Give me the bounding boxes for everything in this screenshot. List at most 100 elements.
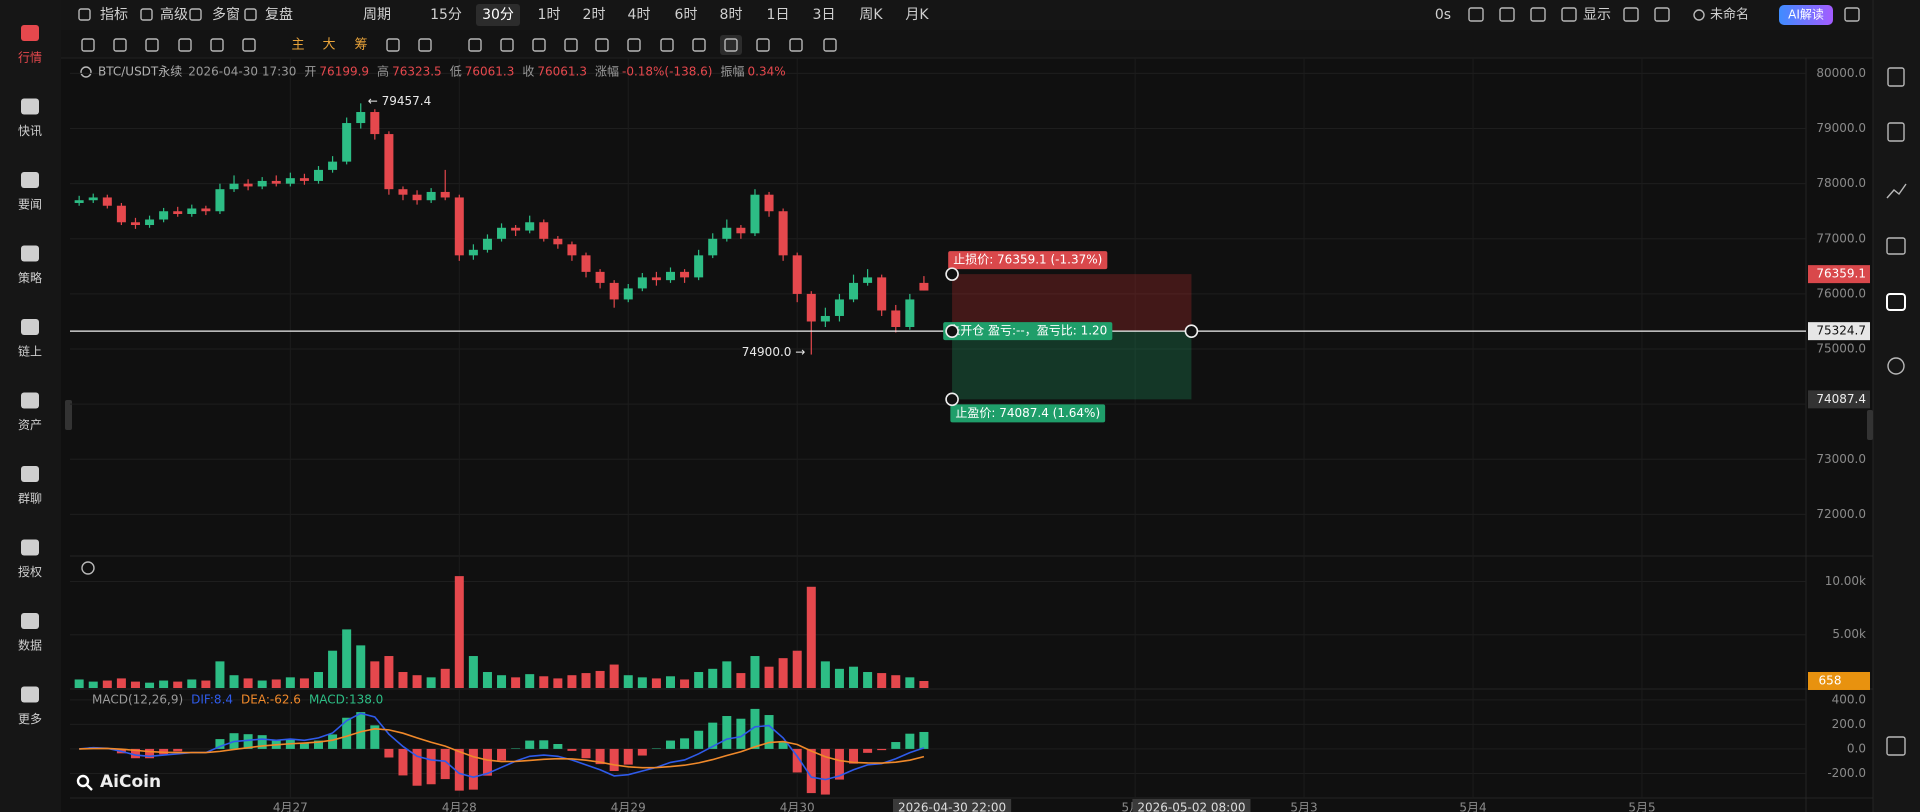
draw-tool[interactable] xyxy=(660,38,674,52)
layout-name[interactable]: 未命名 xyxy=(1710,7,1749,23)
indicator-button[interactable]: 主 xyxy=(291,38,304,53)
toolbar-button[interactable]: 多窗 xyxy=(212,6,240,23)
tool-handle[interactable] xyxy=(945,324,959,338)
sidebar-label[interactable]: 链上 xyxy=(18,344,42,359)
sidebar-label[interactable]: 资产 xyxy=(18,418,42,432)
indicator-button[interactable]: 大 xyxy=(322,38,335,53)
icon[interactable] xyxy=(1886,293,1906,311)
toolbar-icon[interactable] xyxy=(1654,7,1670,22)
candle-body xyxy=(680,271,690,278)
volume-bar xyxy=(680,679,690,688)
crosshair-time-bg xyxy=(893,799,1012,812)
interval-button[interactable]: 6时 xyxy=(675,7,698,23)
toolbar-icon[interactable] xyxy=(189,8,202,21)
icon[interactable] xyxy=(1887,357,1905,375)
toolbar-button[interactable]: 显示 xyxy=(1583,7,1611,23)
toolbar-button[interactable]: 高级 xyxy=(160,6,188,23)
toolbar-icon[interactable] xyxy=(1693,9,1705,21)
sidebar-label[interactable]: 行情 xyxy=(18,51,42,65)
toolbar-icon[interactable] xyxy=(78,8,91,21)
toolbar-button[interactable]: 指标 xyxy=(100,7,128,23)
sidebar-icon[interactable] xyxy=(21,686,39,703)
draw-tool[interactable] xyxy=(242,38,256,52)
icon[interactable] xyxy=(1886,237,1906,255)
draw-tool[interactable] xyxy=(692,38,706,52)
interval-button[interactable]: 1日 xyxy=(767,7,790,23)
sidebar-icon[interactable] xyxy=(21,613,39,629)
toolbar-button[interactable]: 复盘 xyxy=(265,6,293,23)
toolbar-button[interactable]: 周期 xyxy=(363,7,391,23)
draw-tool[interactable] xyxy=(113,38,127,52)
sidebar-label[interactable]: 要闻 xyxy=(18,198,42,212)
sidebar-label[interactable]: 数据 xyxy=(18,638,42,653)
draw-tool[interactable] xyxy=(386,38,400,52)
draw-tool[interactable] xyxy=(724,38,738,52)
sidebar-label[interactable]: 群聊 xyxy=(18,492,42,506)
ai-button[interactable]: AI解读 xyxy=(1788,8,1824,22)
panel-icon[interactable] xyxy=(81,561,95,575)
draw-tool[interactable] xyxy=(81,38,95,52)
draw-tool[interactable] xyxy=(532,38,546,52)
interval-button[interactable]: 15分 xyxy=(430,7,462,23)
interval-button[interactable]: 1时 xyxy=(538,7,561,23)
toolbar-icon[interactable] xyxy=(1623,7,1639,22)
interval-button[interactable]: 3日 xyxy=(813,7,836,23)
tool-handle[interactable] xyxy=(945,392,959,407)
macd-legend: DIF:8.4 xyxy=(191,693,233,707)
draw-tool[interactable] xyxy=(595,38,609,52)
icon[interactable] xyxy=(1887,67,1905,87)
interval-button[interactable]: 30分 xyxy=(482,7,514,23)
toolbar-icon[interactable] xyxy=(140,8,153,21)
draw-tool[interactable] xyxy=(627,38,641,52)
interval-button[interactable]: 2时 xyxy=(583,7,606,23)
sidebar-icon[interactable] xyxy=(21,466,39,482)
collapse-tab[interactable] xyxy=(65,400,72,430)
sidebar-icon[interactable] xyxy=(21,392,39,409)
sidebar-icon[interactable] xyxy=(21,319,39,335)
toolbar-icon[interactable] xyxy=(1844,7,1860,22)
toolbar-icon[interactable] xyxy=(244,8,257,21)
toolbar-icon[interactable] xyxy=(1499,7,1515,22)
sidebar-icon[interactable] xyxy=(21,172,39,188)
info-text: 0.34% xyxy=(748,65,786,79)
toolbar-icon[interactable] xyxy=(1530,7,1546,22)
draw-tool[interactable] xyxy=(789,38,803,52)
indicator-button[interactable]: 筹 xyxy=(354,37,367,53)
draw-tool[interactable] xyxy=(756,38,770,52)
toolbar-icon[interactable] xyxy=(1561,7,1577,22)
sidebar-label[interactable]: 策略 xyxy=(18,270,42,285)
draw-tool[interactable] xyxy=(178,38,192,52)
sidebar-label[interactable]: 授权 xyxy=(18,564,42,579)
interval-button[interactable]: 4时 xyxy=(628,7,651,23)
volume-tag-bg xyxy=(1808,671,1870,690)
sidebar-icon[interactable] xyxy=(21,98,39,115)
target-zone[interactable] xyxy=(952,331,1192,400)
tool-handle[interactable] xyxy=(945,267,959,281)
tool-handle[interactable] xyxy=(1184,324,1199,338)
draw-tool[interactable] xyxy=(823,38,837,52)
interval-button[interactable]: 月K xyxy=(905,7,929,23)
sidebar-label[interactable]: 更多 xyxy=(18,712,42,726)
sidebar-icon[interactable] xyxy=(21,245,39,262)
collapse-tab[interactable] xyxy=(1867,410,1873,440)
sidebar-icon[interactable] xyxy=(21,25,39,41)
interval-button[interactable]: 周K xyxy=(859,7,883,23)
volume-bar xyxy=(849,666,859,688)
draw-tool[interactable] xyxy=(418,38,432,52)
sidebar-label[interactable]: 快讯 xyxy=(18,124,42,138)
draw-tool[interactable] xyxy=(468,38,482,52)
interval-button[interactable]: 8时 xyxy=(720,7,743,23)
draw-tool[interactable] xyxy=(145,38,159,52)
right-icons xyxy=(1886,67,1907,756)
draw-tool[interactable] xyxy=(500,38,514,52)
ai-badge[interactable] xyxy=(1779,5,1833,25)
draw-tool[interactable] xyxy=(564,38,578,52)
toolbar-icon[interactable] xyxy=(1468,7,1484,22)
icon[interactable] xyxy=(1886,183,1907,199)
icon[interactable] xyxy=(1887,122,1905,142)
volume-bar xyxy=(820,661,830,688)
icon[interactable] xyxy=(1886,736,1906,756)
sidebar-icon[interactable] xyxy=(21,539,39,556)
draw-tool[interactable] xyxy=(210,38,224,52)
stop-zone[interactable] xyxy=(952,274,1192,332)
